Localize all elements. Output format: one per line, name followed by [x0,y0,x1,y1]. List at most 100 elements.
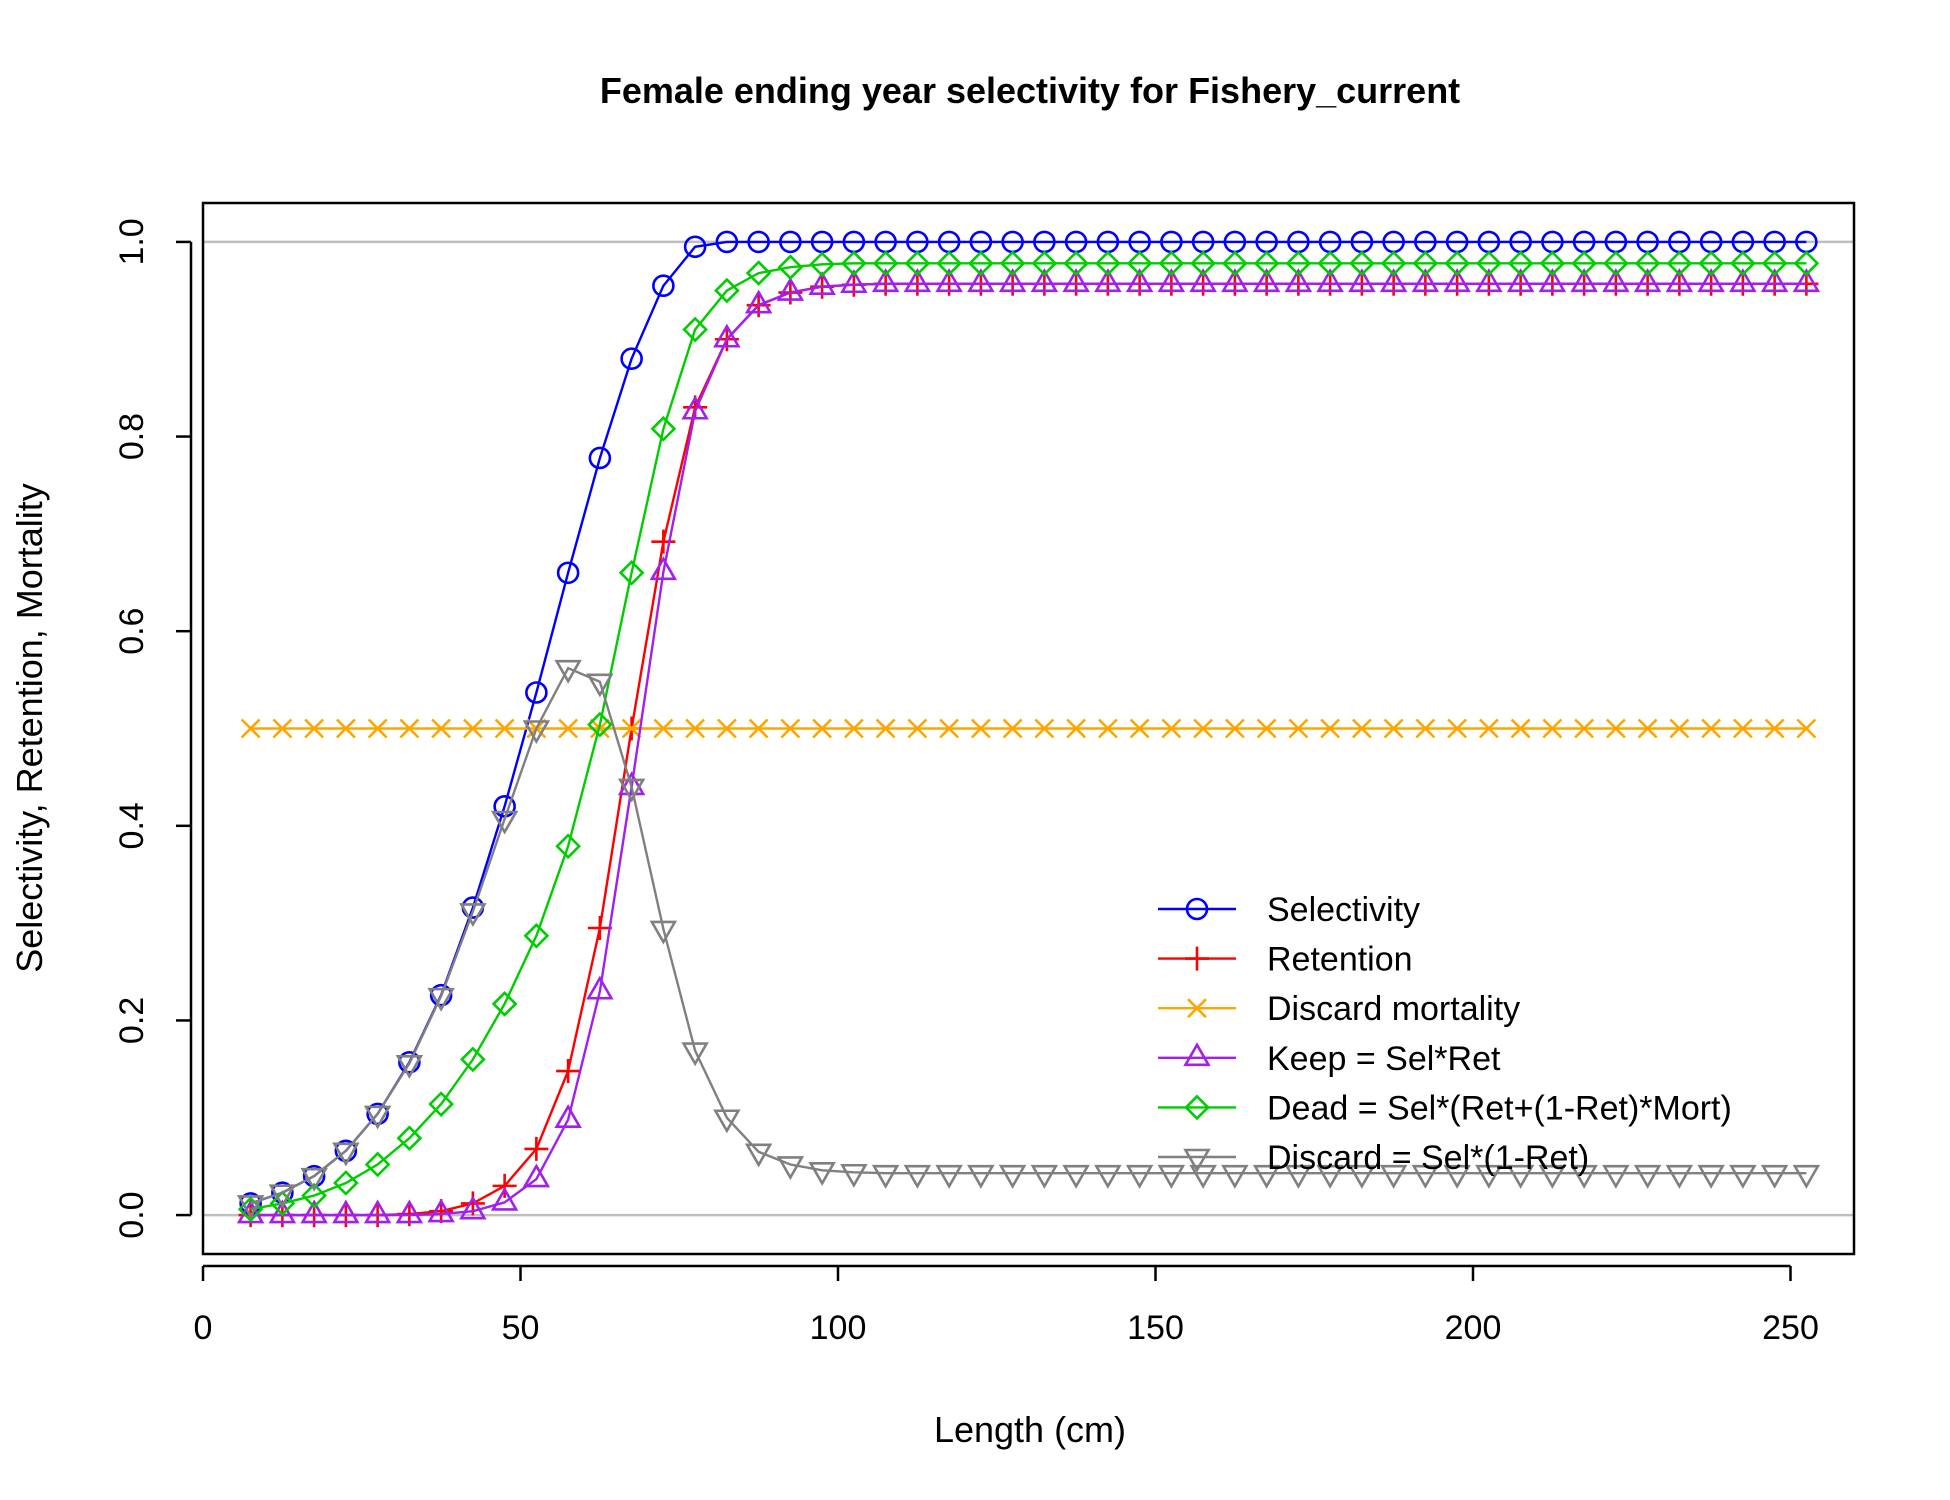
series-3 [236,268,1821,1224]
data-point [1189,268,1217,293]
data-point [558,718,579,739]
data-point [936,250,962,277]
data-point [777,254,804,281]
data-point [587,711,613,738]
data-point [1570,1164,1598,1189]
data-point [1665,268,1694,293]
plot-frame [201,201,1856,1256]
data-point [1539,250,1566,277]
data-point [269,1190,296,1217]
data-point [809,251,835,278]
data-point [1411,268,1440,293]
x-tick-label: 0 [194,1309,213,1347]
data-point [334,1139,358,1163]
data-point [1571,250,1597,277]
data-point [1284,1164,1313,1189]
x-tick-label: 250 [1762,1309,1819,1347]
data-point [1253,250,1280,277]
data-point [1063,250,1089,277]
data-point [1125,1164,1154,1189]
data-point [1697,1164,1725,1189]
data-point [462,718,483,739]
data-point [490,810,519,835]
data-point [840,269,868,294]
data-point [587,915,612,940]
data-point [1222,250,1248,277]
x-tick-label: 200 [1445,1309,1502,1347]
legend-label: Dead = Sel*(Ret+(1-Ret)*Mort) [1267,1089,1732,1127]
legend-label: Discard = Sel*(1-Ret) [1267,1139,1589,1177]
data-point [1221,268,1249,293]
legend-item: Dead = Sel*(Ret+(1-Ret)*Mort) [1158,1089,1732,1127]
data-point [1510,718,1531,739]
data-point [745,260,772,286]
y-tick-label: 0.4 [113,802,151,849]
data-point [1380,250,1407,277]
data-point [1507,250,1534,277]
data-point [556,561,580,585]
data-point [1669,718,1690,739]
data-point [1316,1164,1344,1189]
data-point [1126,250,1153,277]
data-point [907,718,928,739]
legend: Selectivity Retention Discard mortality Kee… [1158,891,1732,1177]
data-point [1506,1164,1535,1189]
data-point [364,1151,391,1178]
data-point [779,230,802,254]
series-line [250,282,1807,1217]
x-axis-label: Length (cm) [934,1409,1126,1450]
data-point [367,718,388,739]
legend-marker [1185,897,1209,921]
legend-marker [1183,1148,1211,1173]
data-point [427,987,455,1012]
y-tick-label: 0.2 [113,997,151,1044]
data-point [1761,250,1788,277]
data-point [300,1167,328,1192]
series-4 [237,250,1820,1223]
data-point [363,1199,392,1224]
data-point [1444,250,1470,277]
data-point [716,718,737,739]
data-point [1602,1164,1630,1189]
data-point [1129,718,1150,739]
data-point [683,235,707,259]
data-point [875,718,896,739]
data-point [396,1125,423,1152]
data-point [713,323,741,348]
legend-marker [1184,1094,1210,1121]
y-tick-label: 1.0 [113,218,151,265]
data-point [1478,718,1499,739]
data-point [1034,718,1055,739]
data-point [1634,250,1661,277]
data-point [460,1046,486,1073]
data-point [998,268,1027,293]
data-point [459,1195,487,1220]
data-point [1698,250,1724,277]
legend-item: Discard = Sel*(1-Ret) [1158,1139,1589,1177]
data-point [399,718,420,739]
data-point [523,922,550,949]
data-point [653,718,674,739]
data-point [1666,250,1693,277]
data-point [1729,268,1757,293]
y-tick-label: 0.6 [113,608,151,655]
data-point [556,1059,581,1084]
data-point [713,1109,741,1134]
data-point [780,718,801,739]
data-point [617,778,646,803]
data-point [522,720,551,745]
data-point [1125,268,1154,293]
data-point [903,268,932,293]
legend-item: Selectivity [1158,891,1420,929]
data-point [524,1136,549,1161]
data-point [525,681,548,704]
data-point [1665,1164,1694,1189]
data-point [236,1195,265,1220]
series-line [250,666,1807,1205]
data-point [1031,250,1058,277]
data-point [681,1042,709,1067]
data-point [744,1143,773,1168]
data-point [1094,1164,1122,1189]
x-axis: 0 50 100 150 200 250 [194,1264,1819,1347]
data-point [1002,718,1023,739]
